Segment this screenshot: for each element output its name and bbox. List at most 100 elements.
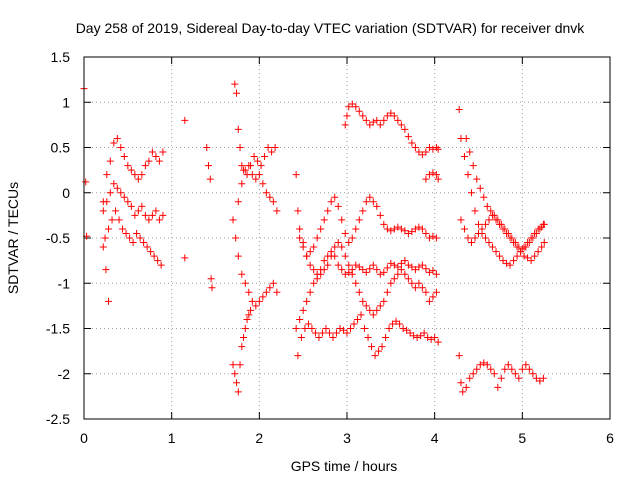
data-point: [101, 234, 109, 242]
data-point: [387, 109, 395, 117]
data-point: [499, 257, 507, 265]
series-track-c: [99, 180, 167, 224]
x-tick-label: 0: [80, 430, 88, 446]
data-point: [425, 144, 433, 151]
data-point: [425, 171, 433, 179]
data-point: [467, 239, 475, 247]
data-point: [229, 216, 237, 224]
data-point: [397, 225, 405, 233]
data-point: [432, 270, 440, 278]
data-point: [252, 175, 260, 183]
series-track-m: [292, 239, 440, 332]
data-point: [508, 365, 516, 373]
data-point: [99, 207, 107, 215]
series-track-i: [229, 216, 281, 310]
data-point: [492, 248, 500, 256]
data-point: [103, 198, 111, 206]
data-point: [369, 198, 377, 206]
data-point: [303, 252, 311, 260]
data-point: [241, 325, 249, 332]
data-point: [401, 270, 409, 278]
data-point: [331, 243, 339, 251]
data-point: [524, 254, 532, 262]
series-track-j: [229, 306, 255, 396]
data-point: [371, 352, 379, 360]
data-point: [475, 220, 482, 228]
data-point: [415, 148, 423, 156]
data-point: [292, 171, 300, 179]
data-point: [297, 334, 305, 342]
data-point: [432, 171, 440, 179]
data-point: [127, 202, 135, 210]
data-point: [362, 302, 370, 310]
data-point: [99, 243, 107, 251]
data-point: [373, 202, 381, 210]
data-point: [520, 252, 528, 260]
data-point: [110, 180, 118, 188]
data-point: [480, 193, 488, 201]
data-point: [366, 193, 374, 201]
data-point: [534, 248, 542, 256]
x-tick-label: 3: [343, 430, 351, 446]
data-point: [341, 121, 349, 129]
data-point: [490, 370, 498, 378]
data-point: [515, 374, 523, 382]
data-point: [120, 153, 128, 161]
data-point: [540, 239, 548, 247]
data-point: [429, 169, 437, 177]
data-point: [204, 162, 212, 170]
chart-title: Day 258 of 2019, Sidereal Day-to-day VTE…: [76, 20, 586, 36]
data-point: [241, 166, 249, 174]
data-point: [324, 207, 332, 215]
data-point: [425, 234, 433, 242]
data-point: [464, 234, 472, 242]
data-point: [482, 220, 490, 228]
data-point: [181, 116, 189, 124]
data-point: [308, 325, 316, 332]
data-point: [422, 175, 430, 183]
data-point: [306, 261, 314, 269]
data-point: [273, 288, 281, 296]
data-point: [387, 259, 395, 267]
data-point: [238, 162, 246, 170]
data-point: [345, 268, 353, 276]
series-track-s: [457, 211, 548, 265]
plot-frame: [83, 56, 611, 420]
data-point: [422, 288, 430, 296]
data-point: [327, 198, 335, 206]
data-point: [334, 239, 342, 247]
data-point: [352, 225, 360, 233]
y-tick-label: -2: [58, 366, 71, 382]
data-point: [327, 252, 335, 260]
data-point: [254, 157, 262, 165]
data-point: [376, 211, 384, 219]
data-point: [494, 383, 502, 391]
data-point: [411, 284, 419, 292]
data-point: [150, 252, 158, 260]
data-point: [429, 293, 437, 301]
y-tick-label: 1: [62, 94, 70, 110]
data-point: [207, 275, 215, 283]
data-point: [345, 239, 353, 247]
data-point: [483, 361, 491, 369]
data-point: [422, 265, 430, 273]
data-point: [404, 261, 412, 269]
data-point: [499, 225, 507, 233]
data-point: [320, 266, 328, 274]
y-axis-label: SDTVAR / TECUs: [5, 182, 21, 294]
data-point: [233, 379, 241, 387]
data-points: [80, 80, 548, 396]
data-point: [345, 103, 353, 111]
data-point: [525, 365, 533, 373]
data-point: [234, 198, 242, 206]
series-track-p: [422, 169, 442, 183]
data-point: [273, 207, 281, 215]
data-point: [366, 265, 374, 273]
data-point: [503, 229, 511, 237]
data-point: [467, 189, 475, 197]
series-track-d: [101, 207, 165, 269]
data-point: [155, 157, 163, 165]
data-point: [411, 144, 419, 151]
data-point: [122, 229, 130, 237]
series-track-g: [231, 80, 279, 179]
